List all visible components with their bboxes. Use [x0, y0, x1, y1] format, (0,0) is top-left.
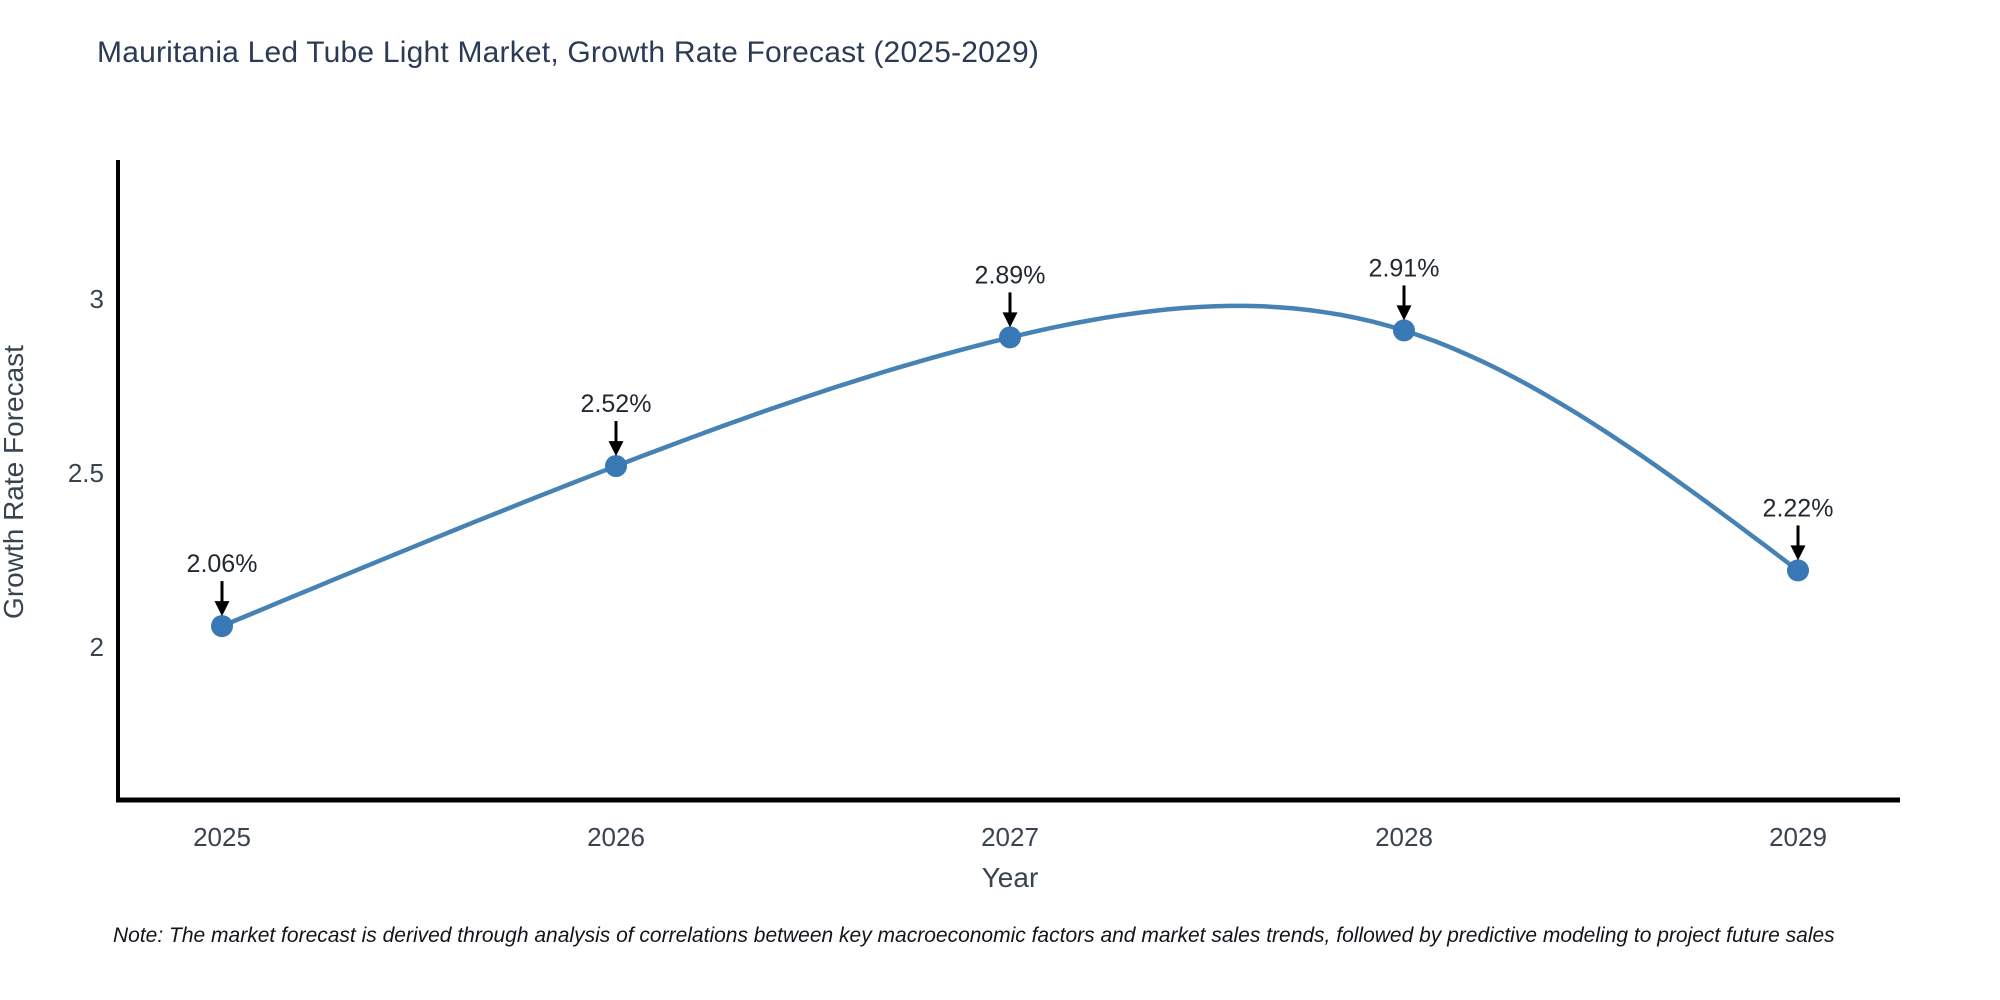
data-point-marker	[1393, 319, 1415, 342]
y-tick-label: 2	[90, 632, 104, 662]
annotation-arrow-head	[1002, 312, 1018, 328]
data-point-marker	[1787, 559, 1809, 582]
point-annotation-label: 2.52%	[581, 390, 652, 418]
annotation-arrow-head	[608, 441, 624, 457]
trend-line	[219, 303, 1801, 629]
point-annotation-label: 2.22%	[1763, 494, 1834, 522]
annotation-arrow-head	[214, 601, 230, 617]
point-annotation-label: 2.91%	[1369, 254, 1440, 282]
footnote: Note: The market forecast is derived thr…	[113, 924, 1835, 947]
point-annotation-label: 2.06%	[187, 550, 258, 578]
point-annotation-label: 2.89%	[975, 261, 1046, 289]
data-point-marker	[999, 326, 1021, 349]
annotation-arrow-head	[1396, 305, 1412, 321]
data-point-marker	[605, 455, 627, 478]
x-tick-label: 2029	[1769, 822, 1827, 852]
x-tick-label: 2027	[981, 822, 1039, 852]
x-tick-label: 2025	[193, 822, 251, 852]
annotation-arrow-head	[1790, 545, 1806, 561]
x-tick-label: 2026	[587, 822, 645, 852]
data-point-marker	[211, 615, 233, 638]
x-axis-title: Year	[981, 862, 1039, 893]
chart-title: Mauritania Led Tube Light Market, Growth…	[97, 36, 1040, 69]
y-axis-title: Growth Rate Forecast	[0, 345, 29, 619]
y-tick-label: 2.5	[68, 458, 104, 488]
x-tick-label: 2028	[1375, 822, 1433, 852]
y-tick-label: 3	[90, 284, 104, 314]
